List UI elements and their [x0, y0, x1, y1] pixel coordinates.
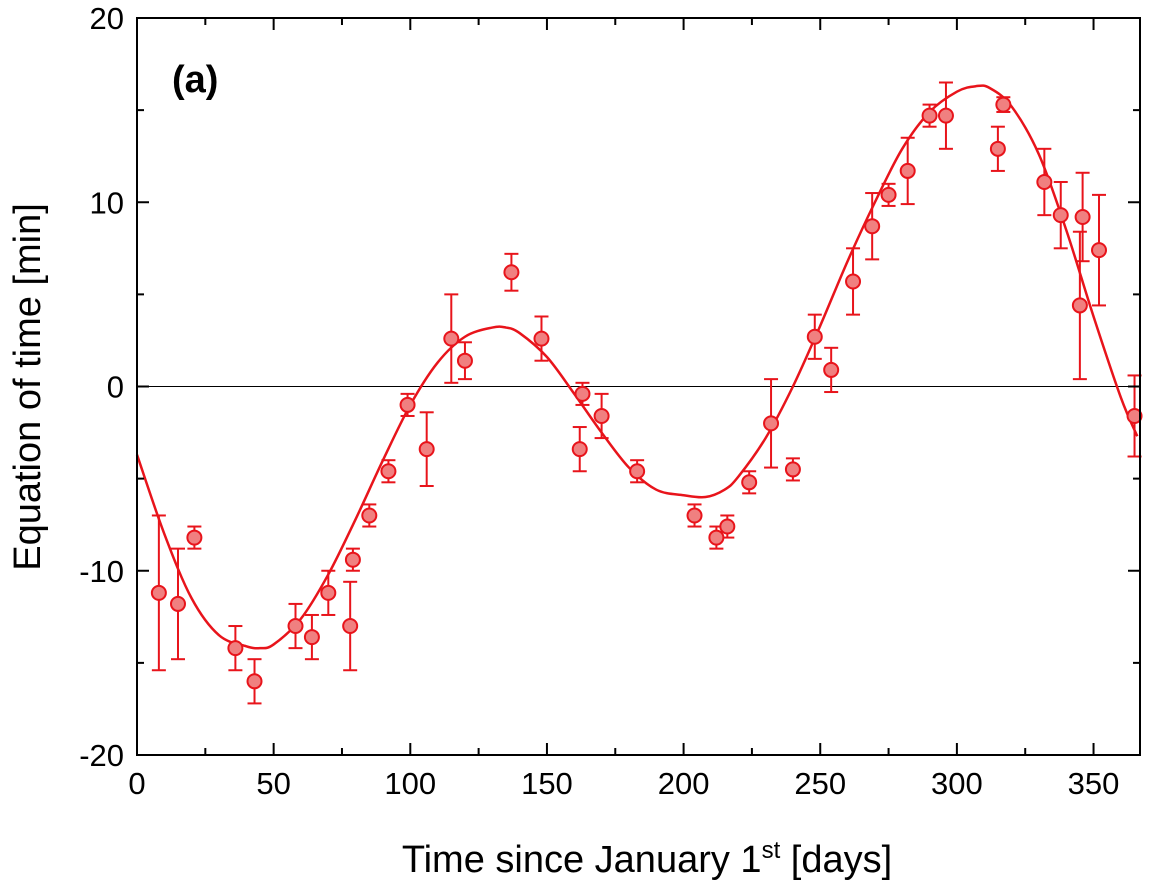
data-point — [989, 140, 1006, 157]
data-point — [719, 518, 736, 535]
data-point — [593, 407, 610, 424]
data-point — [1091, 242, 1108, 259]
data-point — [1036, 173, 1053, 190]
data-point — [186, 529, 203, 546]
data-point — [150, 584, 167, 601]
x-tick-label: 100 — [384, 766, 436, 801]
y-tick-label: 10 — [90, 185, 124, 220]
model-curve-layer — [135, 84, 1139, 650]
data-point — [344, 551, 361, 568]
data-point — [503, 264, 520, 281]
data-point — [880, 186, 897, 203]
data-point — [320, 584, 337, 601]
x-axis-title-superscript: st — [762, 837, 781, 864]
data-point — [995, 96, 1012, 113]
panel-label: (a) — [172, 59, 218, 101]
data-point — [806, 328, 823, 345]
data-point — [574, 385, 591, 402]
data-point — [899, 162, 916, 179]
data-point — [741, 474, 758, 491]
data-point — [443, 330, 460, 347]
x-tick-label: 300 — [931, 766, 983, 801]
data-point — [629, 463, 646, 480]
data-point — [1071, 297, 1088, 314]
data-point — [763, 415, 780, 432]
x-tick-label: 250 — [794, 766, 846, 801]
y-tick-label: -20 — [79, 738, 124, 773]
data-point — [1074, 208, 1091, 225]
data-point — [1126, 407, 1143, 424]
x-axis-title-main: Time since January 1 — [402, 839, 762, 881]
data-point — [418, 441, 435, 458]
model-curve — [135, 84, 1139, 650]
data-point — [571, 441, 588, 458]
data-point — [380, 463, 397, 480]
data-point — [456, 352, 473, 369]
data-point — [399, 396, 416, 413]
x-tick-labels: 0 50 100 150 200 250 300 350 — [128, 766, 1119, 801]
data-point — [246, 673, 263, 690]
data-point — [169, 595, 186, 612]
data-point — [303, 629, 320, 646]
data-point — [287, 618, 304, 635]
data-point — [921, 107, 938, 124]
data-point — [1052, 207, 1069, 224]
x-tick-label: 0 — [128, 766, 145, 801]
data-point — [864, 218, 881, 235]
x-tick-label: 350 — [1068, 766, 1120, 801]
y-tick-label: 0 — [107, 370, 124, 405]
data-point — [937, 107, 954, 124]
x-tick-label: 150 — [521, 766, 573, 801]
y-tick-label: 20 — [90, 1, 124, 36]
data-point — [361, 507, 378, 524]
y-tick-label: -10 — [79, 554, 124, 589]
data-point — [686, 507, 703, 524]
data-point — [823, 361, 840, 378]
y-tick-labels: -20 -10 0 10 20 — [79, 1, 124, 773]
data-point-layer — [150, 96, 1143, 690]
data-point — [342, 618, 359, 635]
data-point — [227, 640, 244, 657]
data-point — [845, 273, 862, 290]
error-bar-layer — [151, 81, 1142, 705]
data-point — [708, 529, 725, 546]
y-axis-title: Equation of time [min] — [7, 203, 49, 571]
x-axis-title: Time since January 1st [days] — [402, 837, 892, 881]
plot-frame — [136, 17, 1141, 756]
x-tick-label: 50 — [256, 766, 290, 801]
data-point — [533, 330, 550, 347]
x-axis-title-units: [days] — [780, 839, 892, 881]
x-tick-label: 200 — [658, 766, 710, 801]
data-point — [784, 461, 801, 478]
